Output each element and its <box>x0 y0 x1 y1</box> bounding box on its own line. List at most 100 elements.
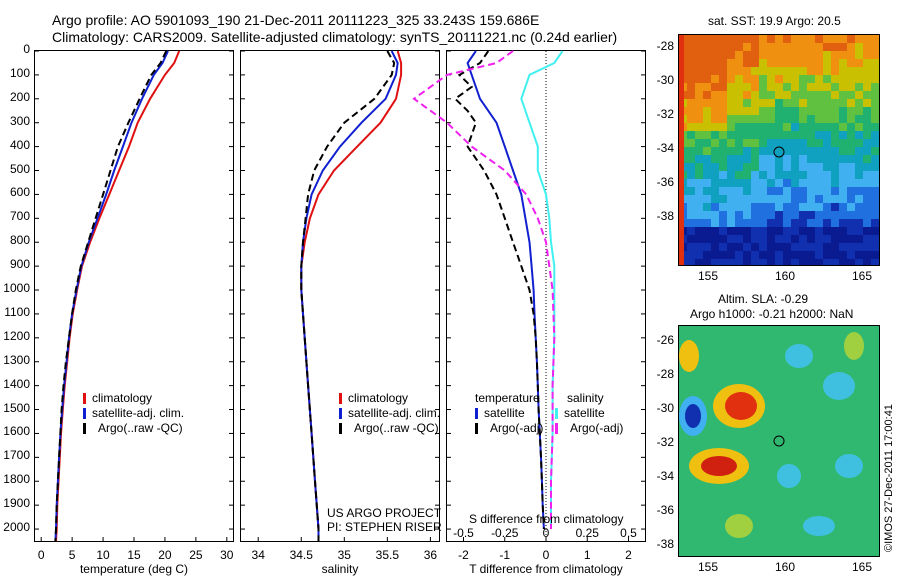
sst-cell <box>783 211 791 219</box>
sst-cell <box>727 35 735 43</box>
sst-cell <box>743 83 751 91</box>
sst-cell <box>823 195 831 203</box>
sst-cell <box>775 259 783 265</box>
legend-blue-swatch <box>475 408 478 419</box>
legend-red-swatch <box>339 393 342 404</box>
sst-cell <box>855 195 863 203</box>
sst-cell <box>871 67 879 75</box>
sst-cell <box>759 155 767 163</box>
sst-cell <box>871 163 879 171</box>
sst-cell <box>783 59 791 67</box>
sst-cell <box>791 163 799 171</box>
temp-legend-satellite: satellite-adj. clim. <box>83 406 184 421</box>
sst-cell <box>751 107 759 115</box>
sst-cell <box>695 243 703 251</box>
depth-tick-label: 1100 <box>4 304 30 319</box>
sst-cell <box>775 235 783 243</box>
sst-cell <box>711 83 719 91</box>
sst-cell <box>727 155 735 163</box>
sst-cell <box>719 243 727 251</box>
x-tick-label: 34 <box>252 548 266 562</box>
sst-cell <box>831 251 839 259</box>
sst-cell <box>695 35 703 43</box>
sst-cell <box>783 67 791 75</box>
sst-cell <box>807 35 815 43</box>
sst-cell <box>871 43 879 51</box>
sst-cell <box>735 195 743 203</box>
sst-cell <box>823 131 831 139</box>
sst-cell <box>767 139 775 147</box>
sst-cell <box>823 139 831 147</box>
sst-cell <box>799 67 807 75</box>
sst-cell <box>871 179 879 187</box>
sst-cell <box>703 211 711 219</box>
sst-cell <box>759 195 767 203</box>
sst-cell <box>767 235 775 243</box>
sst-cell <box>687 179 695 187</box>
sst-cell <box>751 243 759 251</box>
sst-cell <box>695 155 703 163</box>
sst-cell <box>871 195 879 203</box>
x-tick-label: 10 <box>96 548 110 562</box>
sst-cell <box>751 195 759 203</box>
diff-legend-sal-argo: Argo(-adj) <box>555 421 623 436</box>
sst-cell <box>823 59 831 67</box>
sst-cell <box>839 123 847 131</box>
sst-cell <box>855 179 863 187</box>
sst-cell <box>863 203 871 211</box>
sst-cell <box>735 51 743 59</box>
sst-cell <box>687 203 695 211</box>
sst-cell <box>815 235 823 243</box>
sst-cell <box>815 171 823 179</box>
sla-anomaly-blob <box>777 464 801 488</box>
sst-cell <box>767 131 775 139</box>
series-line-satellite-adj-clim- <box>300 50 399 541</box>
sla-y-tick: -38 <box>656 537 674 551</box>
sst-cell <box>791 211 799 219</box>
series-line-salinity-satellite <box>520 50 564 529</box>
sst-cell <box>863 99 871 107</box>
sst-cell <box>767 171 775 179</box>
sst-cell <box>743 99 751 107</box>
sst-cell <box>703 219 711 227</box>
sst-cell <box>751 99 759 107</box>
sst-cell <box>687 259 695 265</box>
sst-cell <box>815 211 823 219</box>
depth-tick-label: 1800 <box>3 472 30 487</box>
sst-cell <box>711 59 719 67</box>
legend-label: climatology <box>348 391 409 405</box>
sst-cell <box>871 235 879 243</box>
sst-cell <box>703 251 711 259</box>
sst-cell <box>775 91 783 99</box>
sst-cell <box>743 203 751 211</box>
sst-cell <box>855 227 863 235</box>
sst-cell <box>687 243 695 251</box>
sst-cell <box>719 211 727 219</box>
sst-cell <box>783 35 791 43</box>
sst-cell <box>687 123 695 131</box>
sst-cell <box>799 35 807 43</box>
sst-cell <box>823 99 831 107</box>
sst-cell <box>695 51 703 59</box>
sst-cell <box>687 59 695 67</box>
sst-cell <box>743 163 751 171</box>
sst-cell <box>799 51 807 59</box>
sst-cell <box>791 227 799 235</box>
sst-cell <box>855 43 863 51</box>
sst-cell <box>863 147 871 155</box>
sst-cell <box>711 155 719 163</box>
sst-cell <box>783 91 791 99</box>
sst-cell <box>799 123 807 131</box>
sst-cell <box>751 155 759 163</box>
sst-cell <box>847 51 855 59</box>
x-tick-label: 15 <box>127 548 141 562</box>
sst-cell <box>863 251 871 259</box>
sst-cell <box>735 163 743 171</box>
depth-tick-label: 1400 <box>3 376 30 391</box>
sst-cell <box>807 99 815 107</box>
sst-cell <box>831 219 839 227</box>
sla-map <box>678 325 880 557</box>
sst-cell <box>703 91 711 99</box>
sst-cell <box>799 243 807 251</box>
sst-cell <box>695 211 703 219</box>
